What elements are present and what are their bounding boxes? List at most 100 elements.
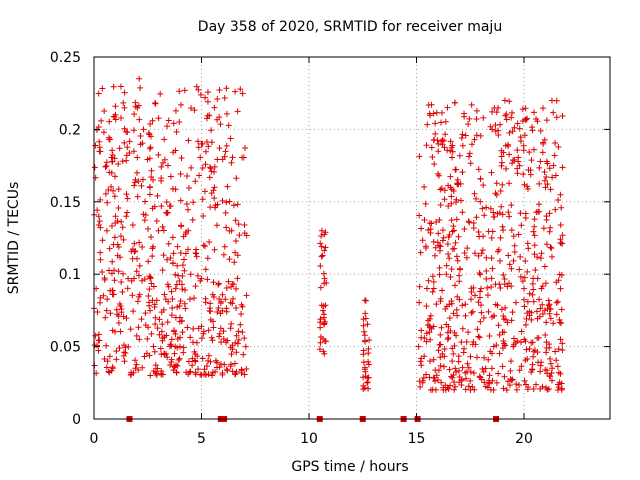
data-point: [119, 224, 126, 231]
data-point: [553, 357, 560, 364]
data-point: [506, 213, 513, 220]
data-point: [521, 132, 528, 139]
data-point: [182, 305, 189, 312]
data-point: [317, 333, 324, 340]
data-point: [448, 266, 455, 273]
data-point: [139, 364, 146, 371]
data-point: [317, 263, 324, 270]
data-point: [465, 329, 472, 336]
data-point: [167, 203, 174, 210]
data-point: [103, 342, 110, 349]
data-point: [462, 386, 469, 393]
data-point: [533, 209, 540, 216]
data-point: [109, 327, 116, 334]
data-point: [172, 186, 179, 193]
data-point: [123, 157, 130, 164]
data-point: [122, 349, 129, 356]
data-point: [172, 285, 179, 292]
data-point: [148, 280, 155, 287]
data-point: [428, 220, 435, 227]
data-point: [431, 374, 438, 381]
data-point: [229, 368, 236, 375]
data-point: [228, 159, 235, 166]
data-point: [451, 329, 458, 336]
data-point: [217, 325, 224, 332]
data-point: [453, 199, 460, 206]
data-point: [130, 127, 137, 134]
data-point: [543, 216, 550, 223]
data-point: [97, 224, 104, 231]
data-point: [555, 381, 562, 388]
data-point: [121, 125, 128, 132]
data-point: [174, 243, 181, 250]
data-point: [558, 386, 565, 393]
data-point: [225, 278, 232, 285]
data-point: [453, 253, 460, 260]
data-point: [545, 386, 552, 393]
data-point: [219, 156, 226, 163]
data-point: [318, 227, 325, 234]
data-point: [442, 118, 449, 125]
data-point: [427, 230, 434, 237]
data-point: [499, 363, 506, 370]
data-point: [94, 309, 101, 316]
data-point: [105, 267, 112, 274]
data-point: [223, 142, 230, 149]
data-point: [220, 328, 227, 335]
data-point: [200, 330, 207, 337]
data-point: [468, 141, 475, 148]
data-point: [187, 334, 194, 341]
data-point: [186, 296, 193, 303]
data-point: [500, 149, 507, 156]
data-point: [169, 234, 176, 241]
data-point: [172, 343, 179, 350]
data-point: [439, 227, 446, 234]
data-point: [527, 171, 534, 178]
data-point: [178, 222, 185, 229]
data-point: [207, 204, 214, 211]
data-point: [146, 299, 153, 306]
data-point: [500, 271, 507, 278]
data-point: [114, 311, 121, 318]
data-point: [498, 203, 505, 210]
data-point: [493, 379, 500, 386]
data-point: [465, 218, 472, 225]
data-point: [146, 184, 153, 191]
data-point: [123, 191, 130, 198]
data-point: [232, 238, 239, 244]
data-point: [140, 211, 147, 218]
data-point: [518, 363, 525, 370]
data-point: [115, 205, 122, 212]
data-point: [132, 176, 139, 183]
data-point: [474, 326, 481, 333]
data-point: [159, 371, 166, 378]
data-point: [235, 336, 242, 343]
data-point: [445, 251, 452, 258]
data-point: [165, 117, 172, 124]
data-point: [480, 368, 487, 375]
data-point: [532, 381, 539, 388]
data-point: [429, 288, 436, 295]
data-point: [180, 256, 187, 263]
data-point: [98, 117, 105, 124]
data-point: [179, 273, 186, 280]
data-point: [531, 216, 538, 223]
data-point: [508, 377, 515, 384]
data-point: [418, 362, 425, 369]
data-point: [437, 354, 444, 361]
data-point: [135, 178, 142, 185]
data-point: [112, 116, 119, 123]
data-point: [445, 334, 452, 341]
data-point: [501, 373, 508, 380]
data-point: [465, 364, 472, 371]
data-point: [445, 203, 452, 210]
data-point: [517, 273, 524, 280]
data-point: [222, 209, 229, 216]
data-point: [360, 374, 367, 381]
data-point: [188, 105, 195, 112]
data-point: [485, 228, 492, 235]
data-point: [531, 223, 538, 230]
data-point: [555, 196, 562, 203]
data-point: [541, 177, 548, 184]
data-point: [172, 271, 179, 278]
